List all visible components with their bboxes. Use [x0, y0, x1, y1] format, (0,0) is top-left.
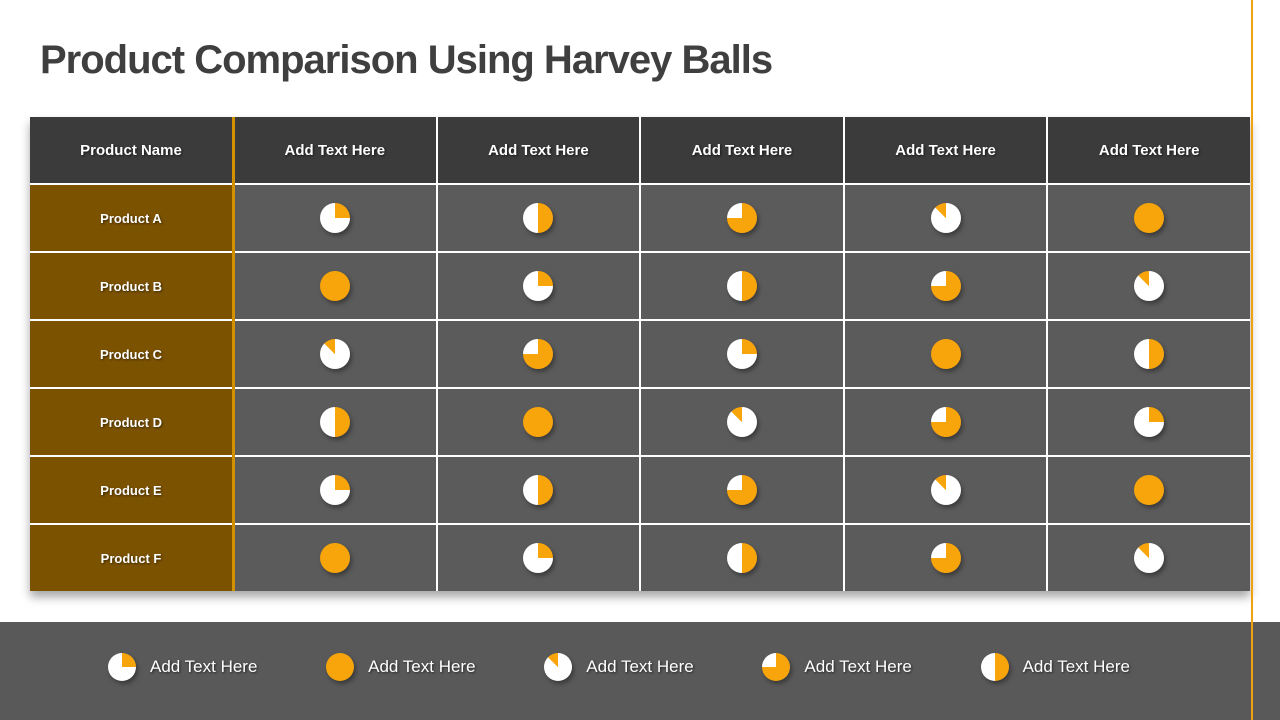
harvey-ball-25pct-icon: [319, 203, 350, 233]
harvey-cell: [1048, 321, 1250, 387]
harvey-cell: [641, 321, 843, 387]
harvey-cell: [641, 389, 843, 455]
comparison-table: Product Name Add Text Here Add Text Here Ad…: [30, 117, 1250, 591]
label-column-divider: [232, 117, 235, 591]
harvey-ball-100pct-icon: [326, 653, 355, 681]
harvey-ball-25pct-icon: [108, 653, 136, 681]
legend-label: Add Text Here: [1022, 657, 1130, 676]
harvey-cell: [1048, 525, 1250, 591]
row-label-product-b: Product B: [30, 253, 232, 319]
harvey-ball-50pct-icon: [1134, 339, 1165, 369]
row-label-product-a: Product A: [30, 185, 232, 251]
harvey-ball-100pct-icon: [1134, 203, 1165, 233]
harvey-cell: [641, 253, 843, 319]
harvey-cell: [1048, 185, 1250, 251]
harvey-ball-75pct-icon: [930, 543, 961, 573]
harvey-ball-100pct-icon: [319, 543, 350, 573]
harvey-cell: [234, 525, 436, 591]
harvey-ball-25pct-icon: [523, 271, 554, 301]
harvey-ball-100pct-icon: [930, 339, 961, 369]
harvey-ball-12.5pct-icon: [726, 407, 757, 437]
row-label-product-e: Product E: [30, 457, 232, 523]
harvey-ball-12.5pct-icon: [1134, 271, 1165, 301]
legend-label: Add Text Here: [804, 657, 912, 676]
harvey-cell: [234, 457, 436, 523]
harvey-ball-12.5pct-icon: [930, 203, 961, 233]
harvey-ball-75pct-icon: [930, 407, 961, 437]
legend-bar: Add Text Here Add Text Here Add Text Here A…: [0, 622, 1280, 720]
harvey-cell: [1048, 389, 1250, 455]
harvey-cell: [437, 389, 640, 455]
row-label-product-d: Product D: [30, 389, 232, 455]
harvey-ball-75pct-icon: [523, 339, 554, 369]
harvey-ball-12.5pct-icon: [1134, 543, 1165, 573]
header-add-text-3: Add Text Here: [641, 117, 843, 183]
row-label-product-c: Product C: [30, 321, 232, 387]
header-add-text-4: Add Text Here: [844, 117, 1047, 183]
harvey-cell: [437, 321, 640, 387]
harvey-cell: [641, 457, 843, 523]
legend-item-2: Add Text Here: [326, 653, 476, 681]
header-product-name: Product Name: [30, 117, 232, 183]
slide-title: Product Comparison Using Harvey Balls: [40, 38, 773, 82]
harvey-cell: [844, 185, 1047, 251]
harvey-ball-12.5pct-icon: [930, 475, 961, 505]
harvey-cell: [234, 389, 436, 455]
harvey-ball-100pct-icon: [1134, 475, 1165, 505]
harvey-cell: [234, 253, 436, 319]
harvey-ball-25pct-icon: [726, 339, 757, 369]
harvey-cell: [844, 253, 1047, 319]
header-add-text-5: Add Text Here: [1048, 117, 1250, 183]
legend-label: Add Text Here: [368, 657, 476, 676]
harvey-cell: [437, 185, 640, 251]
harvey-ball-75pct-icon: [726, 475, 757, 505]
harvey-ball-25pct-icon: [1134, 407, 1165, 437]
legend-label: Add Text Here: [150, 657, 258, 676]
harvey-ball-50pct-icon: [726, 543, 757, 573]
harvey-cell: [437, 253, 640, 319]
harvey-ball-100pct-icon: [319, 271, 350, 301]
harvey-ball-50pct-icon: [980, 653, 1009, 681]
harvey-cell: [234, 321, 436, 387]
right-accent-line: [1251, 0, 1253, 720]
harvey-ball-50pct-icon: [523, 475, 554, 505]
harvey-cell: [234, 185, 436, 251]
legend-item-1: Add Text Here: [108, 653, 257, 681]
row-label-product-f: Product F: [30, 525, 232, 591]
harvey-ball-12.5pct-icon: [319, 339, 350, 369]
harvey-ball-75pct-icon: [930, 271, 961, 301]
harvey-ball-75pct-icon: [762, 653, 791, 681]
harvey-cell: [437, 525, 640, 591]
harvey-cell: [1048, 457, 1250, 523]
harvey-cell: [844, 389, 1047, 455]
harvey-cell: [844, 457, 1047, 523]
harvey-ball-50pct-icon: [523, 203, 554, 233]
header-add-text-2: Add Text Here: [437, 117, 640, 183]
harvey-ball-75pct-icon: [726, 203, 757, 233]
harvey-cell: [844, 525, 1047, 591]
harvey-cell: [437, 457, 640, 523]
harvey-ball-50pct-icon: [319, 407, 350, 437]
harvey-cell: [641, 185, 843, 251]
harvey-cell: [844, 321, 1047, 387]
harvey-cell: [641, 525, 843, 591]
harvey-ball-100pct-icon: [523, 407, 554, 437]
legend-item-4: Add Text Here: [762, 653, 912, 681]
harvey-ball-25pct-icon: [523, 543, 554, 573]
harvey-ball-25pct-icon: [319, 475, 350, 505]
legend-item-5: Add Text Here: [980, 653, 1130, 681]
legend-label: Add Text Here: [586, 657, 694, 676]
harvey-cell: [1048, 253, 1250, 319]
header-add-text-1: Add Text Here: [234, 117, 436, 183]
legend-item-3: Add Text Here: [544, 653, 694, 681]
harvey-ball-50pct-icon: [726, 271, 757, 301]
harvey-ball-12.5pct-icon: [544, 653, 573, 681]
